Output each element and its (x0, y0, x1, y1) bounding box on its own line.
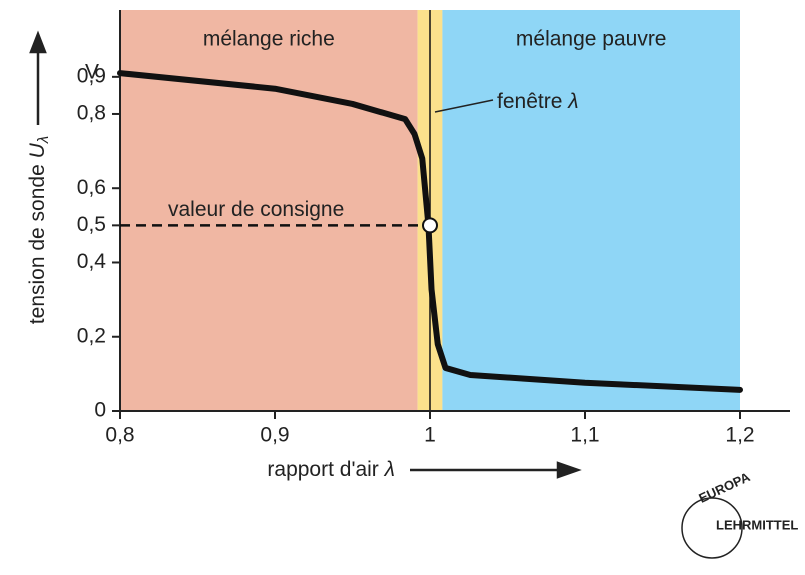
y-tick-label: 0,2 (77, 324, 106, 347)
y-label-text: tension de sonde (26, 164, 49, 324)
y-tick-label: 0,8 (77, 102, 106, 125)
x-label-text: rapport d'air (267, 458, 378, 481)
plot: mélange riche mélange pauvre fenêtre λ 0 0,2… (77, 10, 790, 447)
logo-bottom: LEHRMITTEL (716, 517, 798, 532)
region-label: mélange pauvre (516, 28, 667, 51)
x-arrow (410, 461, 582, 479)
setpoint-marker (422, 217, 438, 234)
x-tick-label: 1,1 (570, 424, 599, 447)
region-label: mélange riche (203, 28, 335, 51)
y-subscript: λ (35, 136, 52, 144)
y-tick-label: 0,5 (77, 213, 106, 236)
region (442, 10, 740, 411)
regions (120, 10, 740, 411)
x-symbol: λ (384, 458, 395, 481)
y-tick-label: 0,4 (77, 250, 107, 273)
y-axis-label: tension de sonde Uλ (26, 136, 52, 324)
y-arrow (29, 30, 47, 125)
logo-globe (681, 497, 743, 559)
y-tick-label: 0 (94, 399, 106, 422)
y-unit: V (85, 61, 99, 84)
setpoint-label: valeur de consigne (168, 198, 344, 221)
y-tick-label: 0,6 (77, 176, 106, 199)
x-tick-label: 0,8 (105, 424, 134, 447)
logo: EUROPA LEHRMITTEL (681, 469, 798, 559)
x-tick-label: 1,2 (725, 424, 754, 447)
x-axis-label: rapport d'air λ (267, 458, 395, 481)
window-label: fenêtre λ (497, 90, 579, 113)
x-tick-label: 1 (424, 424, 436, 447)
x-tick-label: 0,9 (260, 424, 289, 447)
window-pointer (434, 99, 494, 113)
y-symbol: U (26, 142, 49, 158)
window-symbol: λ (567, 90, 578, 113)
window-label-text: fenêtre (497, 90, 562, 113)
y-tick-label: 0,9 (77, 64, 106, 87)
